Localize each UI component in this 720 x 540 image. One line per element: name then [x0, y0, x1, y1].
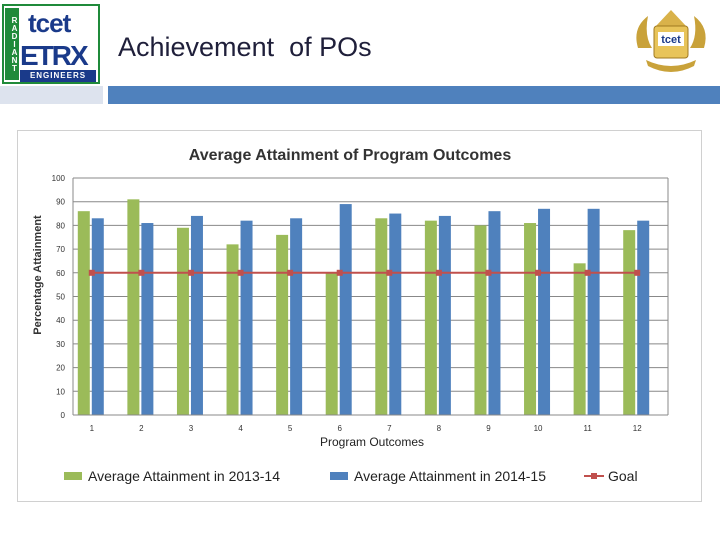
bar-2013-14-po2[interactable]: [127, 199, 140, 415]
bar-2014-15-po9[interactable]: [488, 211, 501, 415]
x-tick-label: 10: [534, 424, 543, 433]
slide-title: Achievement of POs: [118, 32, 372, 62]
bar-2013-14-po12[interactable]: [623, 230, 636, 415]
legend-goal-label: Goal: [608, 468, 638, 484]
goal-marker-po7[interactable]: [386, 269, 393, 276]
bar-2013-14-po9[interactable]: [474, 225, 487, 415]
bar-2014-15-po5[interactable]: [290, 218, 303, 415]
bar-2013-14-po4[interactable]: [226, 244, 239, 415]
x-tick-label: 12: [633, 424, 642, 433]
y-tick-label: 60: [56, 269, 65, 278]
chart-container: Average Attainment of Program Outcomes P…: [17, 130, 702, 502]
bar-2013-14-po10[interactable]: [524, 223, 537, 415]
y-tick-label: 70: [56, 245, 65, 254]
crest-brand-text: tcet: [661, 34, 681, 46]
tcet-crest-logo: tcet: [636, 10, 706, 72]
legend-2014-15-swatch: [330, 472, 348, 480]
goal-marker-po1[interactable]: [88, 269, 95, 276]
legend-goal-marker: [591, 473, 597, 479]
logo-dept-text: ETRX: [20, 40, 89, 71]
x-tick-label: 5: [288, 424, 293, 433]
x-tick-label: 6: [337, 424, 342, 433]
bar-2013-14-po7[interactable]: [375, 218, 388, 415]
y-tick-label: 10: [56, 387, 65, 396]
y-tick-label: 40: [56, 316, 65, 325]
logo-subtitle-text: ENGINEERS: [20, 70, 96, 82]
x-tick-label: 4: [238, 424, 243, 433]
header-divider-light: [0, 86, 103, 104]
chart-title: Average Attainment of Program Outcomes: [189, 147, 512, 164]
y-tick-label: 20: [56, 364, 65, 373]
goal-marker-po6[interactable]: [336, 269, 343, 276]
bar-2013-14-po1[interactable]: [77, 211, 90, 415]
bar-2014-15-po7[interactable]: [389, 213, 402, 415]
y-tick-label: 100: [52, 174, 66, 183]
y-tick-label: 30: [56, 340, 65, 349]
bar-2013-14-po3[interactable]: [176, 227, 189, 415]
bar-2014-15-po2[interactable]: [141, 223, 154, 415]
logo-brand-text: tcet: [28, 8, 71, 38]
attainment-chart: Average Attainment of Program Outcomes P…: [32, 147, 669, 484]
legend-2013-14-label: Average Attainment in 2013-14: [88, 468, 280, 484]
bar-2014-15-po4[interactable]: [240, 220, 253, 415]
bar-2013-14-po5[interactable]: [276, 234, 289, 415]
bar-2014-15-po8[interactable]: [438, 215, 451, 415]
x-tick-label: 8: [437, 424, 442, 433]
bar-2014-15-po11[interactable]: [587, 208, 600, 415]
bar-2014-15-po10[interactable]: [538, 208, 551, 415]
bar-2014-15-po12[interactable]: [637, 220, 650, 415]
y-tick-label: 50: [56, 293, 65, 302]
x-tick-label: 3: [189, 424, 194, 433]
bar-2014-15-po3[interactable]: [190, 215, 203, 415]
y-tick-label: 0: [61, 411, 66, 420]
x-axis-label: Program Outcomes: [320, 435, 424, 449]
bar-2013-14-po11[interactable]: [573, 263, 586, 415]
goal-marker-po5[interactable]: [287, 269, 294, 276]
tcet-etrx-logo: RADIANT tcet ETRX ENGINEERS: [2, 4, 100, 84]
legend-2014-15-label: Average Attainment in 2014-15: [354, 468, 546, 484]
x-tick-label: 1: [90, 424, 95, 433]
bar-2014-15-po1[interactable]: [91, 218, 104, 415]
goal-marker-po8[interactable]: [435, 269, 442, 276]
bar-2013-14-po6[interactable]: [325, 272, 338, 415]
goal-marker-po4[interactable]: [237, 269, 244, 276]
goal-marker-po10[interactable]: [535, 269, 542, 276]
x-tick-label: 2: [139, 424, 144, 433]
bar-2013-14-po8[interactable]: [424, 220, 437, 415]
goal-marker-po11[interactable]: [584, 269, 591, 276]
goal-marker-po9[interactable]: [485, 269, 492, 276]
x-tick-label: 11: [583, 424, 592, 433]
goal-marker-po2[interactable]: [138, 269, 145, 276]
x-tick-label: 9: [486, 424, 491, 433]
x-tick-label: 7: [387, 424, 392, 433]
bar-2014-15-po6[interactable]: [339, 204, 352, 415]
y-axis-label: Percentage Attainment: [32, 215, 44, 335]
logo-vertical-text: RADIANT: [5, 8, 19, 80]
goal-marker-po3[interactable]: [187, 269, 194, 276]
legend-2013-14-swatch: [64, 472, 82, 480]
header-divider-bar: [108, 86, 720, 104]
goal-marker-po12[interactable]: [634, 269, 641, 276]
y-tick-label: 90: [56, 198, 65, 207]
y-tick-label: 80: [56, 221, 65, 230]
